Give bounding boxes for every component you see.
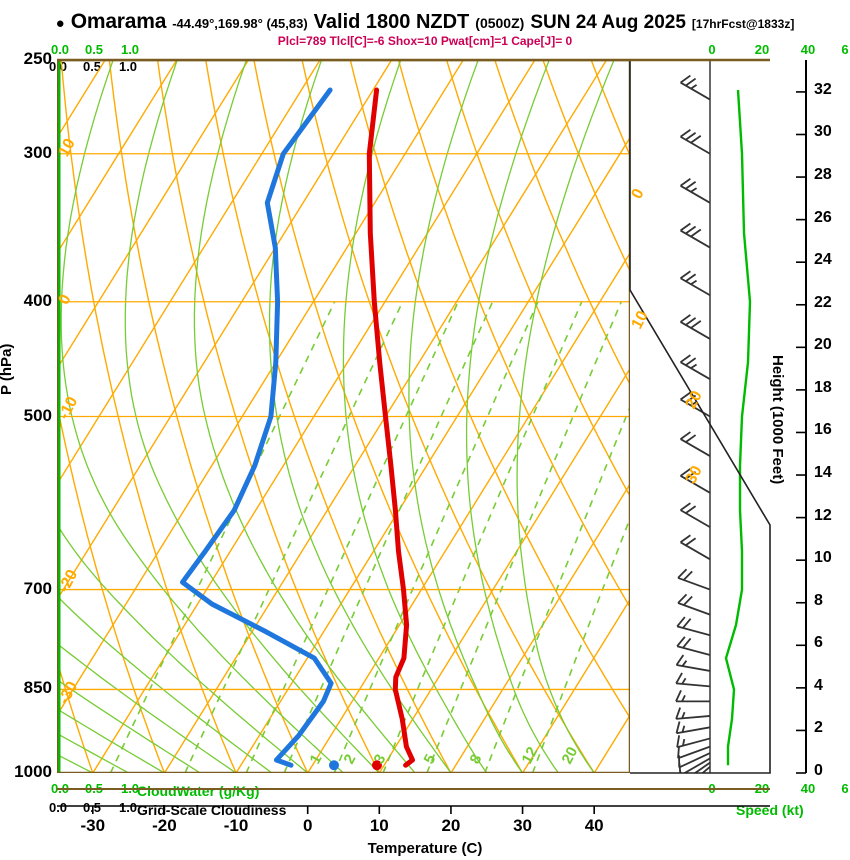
spd-right-top-0: 40 (800, 42, 816, 57)
wind-barb (675, 654, 711, 672)
temperature-tick-40: 40 (584, 816, 604, 835)
height-tick-2: 2 (814, 719, 823, 737)
spd-top-0: 0 (708, 42, 716, 57)
pressure-tick-1000: 1000 (14, 762, 52, 781)
temperature-tick--20: -20 (152, 816, 177, 835)
height-tick-26: 26 (814, 208, 832, 226)
valid-time-utc: (0500Z) (475, 15, 525, 31)
height-tick-16: 16 (814, 421, 832, 439)
wind-barb (680, 270, 711, 297)
wind-barb (680, 314, 711, 340)
spd-right-bot-1: 6 (841, 781, 849, 796)
surface-temperature-dot (371, 760, 382, 771)
surface-dewpoint-dot (328, 760, 339, 771)
pressure-tick-500: 500 (23, 405, 52, 425)
wind-barb (680, 354, 711, 380)
svg-text:20: 20 (683, 388, 706, 412)
pressure-tick-400: 400 (23, 290, 52, 310)
svg-text:10: 10 (629, 308, 652, 332)
header: ● Omarama -44.49°,169.98° (45,83) Valid … (0, 10, 850, 36)
wind-barb (677, 568, 711, 591)
wind-barb (680, 74, 711, 101)
wind-barb (680, 129, 711, 155)
station-name: Omarama (70, 10, 167, 33)
wind-barb (680, 534, 711, 561)
cw-top-grn-2: 1.0 (120, 42, 140, 57)
spd-right-top-1: 6 (841, 42, 849, 57)
wind-barb (701, 766, 711, 773)
cw-top-blk-1: 0.5 (82, 59, 102, 74)
wind-barb (675, 690, 710, 703)
wind-barb (677, 593, 711, 616)
height-tick-22: 22 (814, 293, 832, 311)
wind-barb (676, 636, 711, 656)
pressure-tick-700: 700 (23, 578, 52, 598)
wind-barb (675, 721, 711, 735)
valid-time: Valid 1800 NZDT (313, 11, 470, 33)
pressure-tick-300: 300 (23, 142, 52, 162)
cw-bot-blk-1: 0.5 (82, 800, 102, 815)
svg-text:0: 0 (629, 186, 648, 202)
wind-barb (680, 502, 711, 528)
wind-barb (675, 707, 711, 720)
height-tick-18: 18 (814, 378, 832, 396)
svg-text:10: 10 (57, 136, 79, 160)
height-tick-6: 6 (814, 634, 823, 652)
cw-top-blk-2: 1.0 (118, 59, 138, 74)
station-marker-icon: ● (55, 15, 65, 32)
cw-top-grn-1: 0.5 (84, 42, 104, 57)
height-tick-8: 8 (814, 591, 823, 609)
height-tick-28: 28 (814, 166, 832, 184)
pressure-tick-850: 850 (23, 678, 52, 698)
height-tick-12: 12 (814, 506, 832, 524)
svg-text:20: 20 (559, 744, 582, 767)
temperature-tick-20: 20 (441, 816, 461, 835)
wind-barb (676, 616, 711, 637)
wind-barb (680, 468, 711, 494)
temperature-tick-10: 10 (369, 816, 389, 835)
wind-barb (676, 735, 711, 749)
pressure-tick-250: 250 (23, 49, 52, 68)
skewt-plot[interactable]: 100-10-20-301 2 3 5 8 12 20 (57, 60, 630, 773)
temperature-tick-30: 30 (513, 816, 533, 835)
svg-text:12: 12 (519, 744, 542, 767)
dewpoint-profile (180, 87, 334, 768)
height-tick-4: 4 (814, 676, 823, 694)
cloudwater-axis-title: CloudWater (g/Kg) (137, 783, 260, 799)
temperature-profile (366, 87, 415, 768)
height-tick-14: 14 (814, 464, 832, 482)
temperature-tick--10: -10 (223, 816, 249, 835)
wind-barb (680, 391, 711, 418)
height-tick-32: 32 (814, 80, 832, 98)
temperature-tick--30: -30 (80, 816, 106, 835)
spd-top-1: 20 (754, 42, 770, 57)
forecast-info: [17hrFcst@1833z] (691, 17, 795, 31)
valid-date: SUN 24 Aug 2025 (530, 12, 686, 33)
temperature-axis-title: Temperature (C) (367, 840, 483, 857)
cw-top-grn-0: 0.0 (50, 42, 70, 57)
cw-bot-blk-2: 1.0 (118, 800, 138, 815)
height-tick-30: 30 (814, 123, 832, 141)
svg-text:30: 30 (683, 463, 706, 487)
wind-barb-panel[interactable] (660, 60, 770, 773)
wind-barb (680, 222, 711, 249)
sounding-parameters: Plcl=789 Tlcl[C]=-6 Shox=10 Pwat[cm]=1 C… (277, 34, 573, 48)
height-tick-10: 10 (814, 549, 832, 567)
height-tick-24: 24 (814, 251, 832, 269)
temperature-tick-0: 0 (302, 816, 313, 835)
wind-barb (680, 431, 711, 457)
wind-speed-curve (724, 89, 752, 766)
height-tick-20: 20 (814, 336, 832, 354)
spd-right-bot-0: 40 (800, 781, 816, 796)
wind-barb (675, 672, 711, 688)
cw-bot-blk-0: 0.0 (48, 800, 68, 815)
height-tick-0: 0 (814, 762, 823, 779)
station-coordinates: -44.49°,169.98° (45,83) (172, 16, 308, 31)
wind-barb (680, 178, 711, 204)
